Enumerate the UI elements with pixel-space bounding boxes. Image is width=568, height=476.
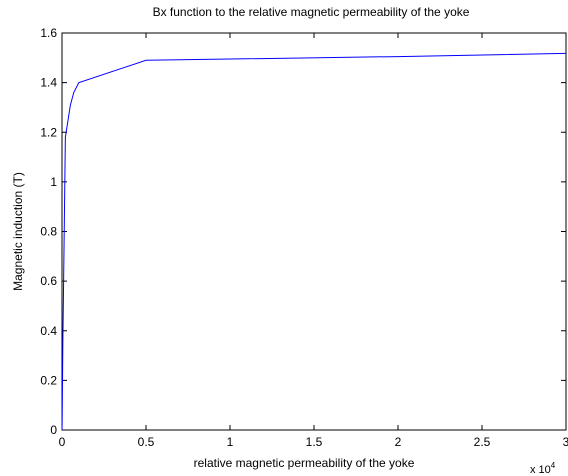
x-tick-label: 2.5: [474, 435, 491, 449]
x-tick-label: 1.5: [306, 435, 323, 449]
series-layer: [61, 52, 567, 431]
x-axis-ticks: 0 0.5 1 1.5 2 2.5 3: [59, 33, 568, 449]
plot-area: [61, 32, 567, 431]
y-tick-label: 1: [50, 175, 57, 189]
x-axis-multiplier-base: x 10: [530, 464, 551, 476]
y-tick-label: 1.4: [40, 76, 57, 90]
y-tick-label: 0.6: [40, 274, 57, 288]
x-tick-label: 2: [395, 435, 402, 449]
y-tick-label: 0.8: [40, 225, 57, 239]
x-axis-multiplier: x 104: [530, 461, 556, 476]
y-tick-label: 0: [50, 423, 57, 437]
y-tick-label: 1.6: [40, 26, 57, 40]
chart-title: Bx function to the relative magnetic per…: [153, 5, 470, 19]
y-tick-label: 0.4: [40, 324, 57, 338]
x-tick-label: 3: [563, 435, 568, 449]
x-axis-multiplier-exponent: 4: [551, 461, 556, 470]
series-line: [61, 52, 567, 431]
y-tick-label: 0.2: [40, 373, 57, 387]
y-tick-label: 1.2: [40, 125, 57, 139]
x-tick-label: 0.5: [138, 435, 155, 449]
x-tick-label: 0: [59, 435, 66, 449]
x-tick-label: 1: [227, 435, 234, 449]
x-axis-label: relative magnetic permeability of the yo…: [194, 456, 415, 470]
y-axis-label: Magnetic induction (T): [11, 172, 25, 291]
